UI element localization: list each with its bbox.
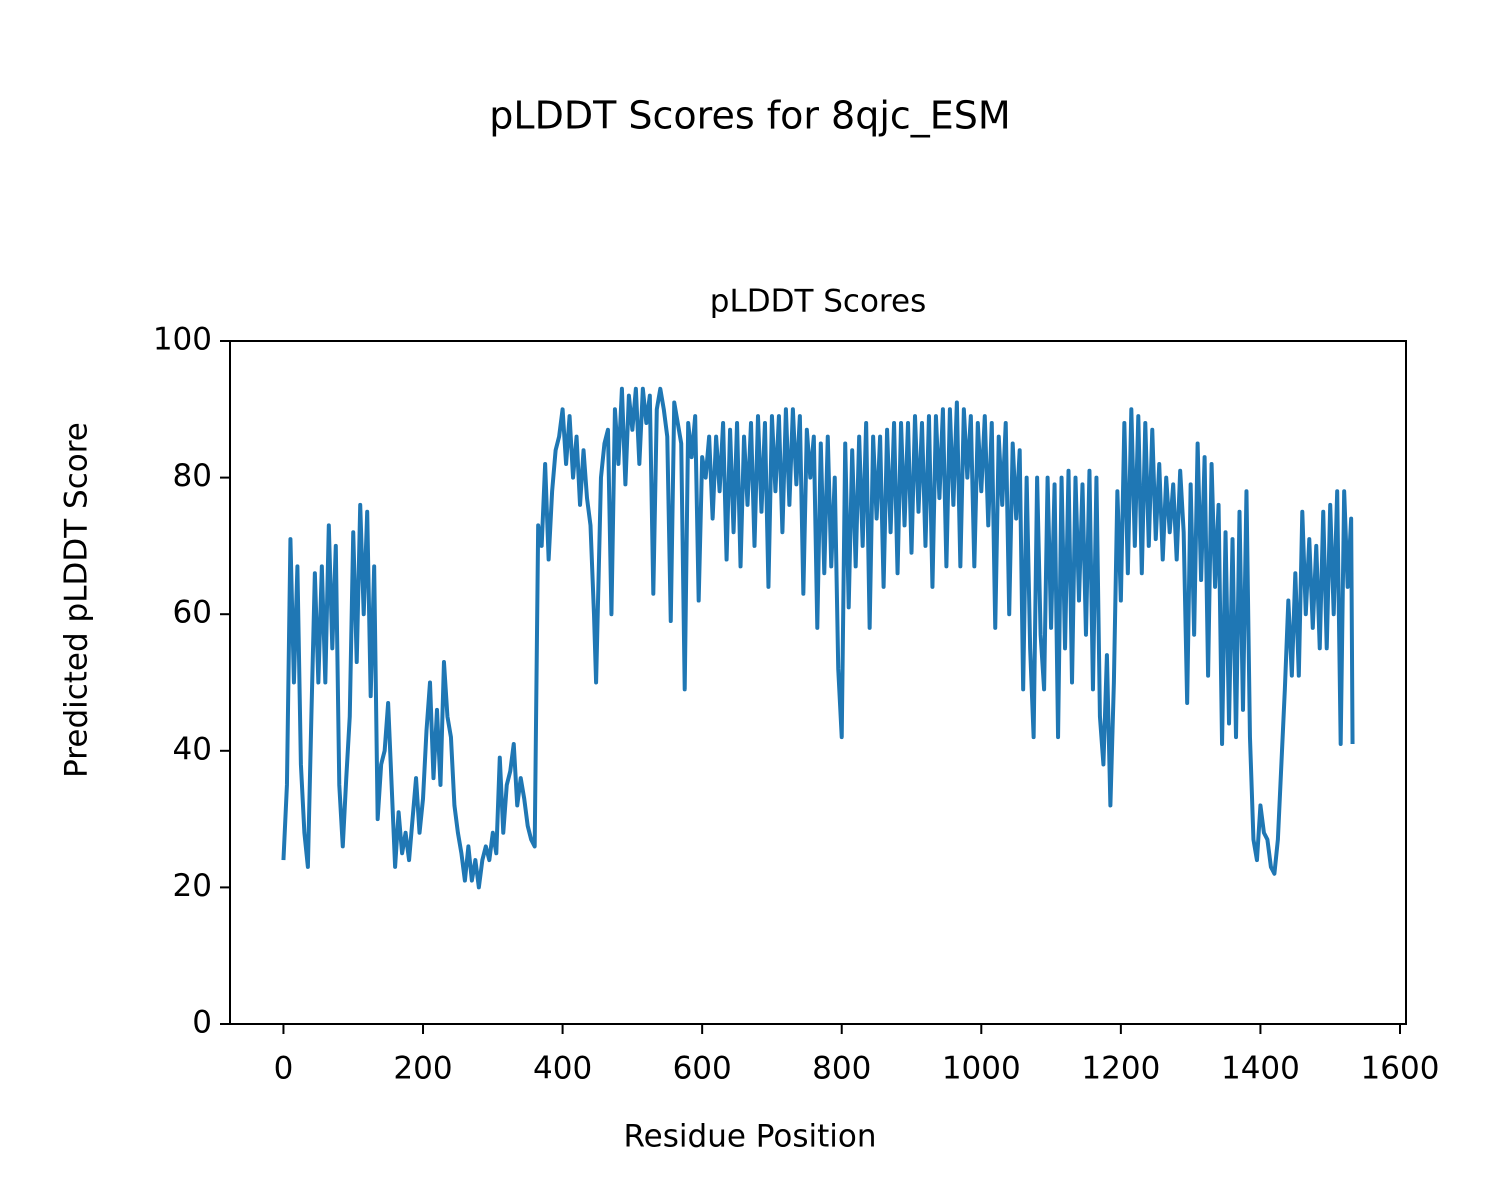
score-line [281,386,1355,890]
y-axis-label: Predicted pLDDT Score [59,422,95,778]
x-tick-label: 1600 [1361,1051,1440,1087]
y-tick-label: 80 [173,458,212,494]
x-tick-label: 800 [812,1051,871,1087]
plot-frame [229,340,1407,1025]
chart-subtitle: pLDDT Scores [710,284,926,320]
x-axis-label: Residue Position [624,1119,877,1155]
x-tick-label: 1400 [1221,1051,1300,1087]
x-tick-label: 0 [274,1051,294,1087]
x-tick-label: 1200 [1081,1051,1160,1087]
x-tick-label: 600 [673,1051,732,1087]
x-tick-label: 1000 [942,1051,1021,1087]
y-tick-label: 20 [173,868,212,904]
x-tick-label: 200 [393,1051,452,1087]
y-tick-label: 60 [173,595,212,631]
y-tick-label: 0 [192,1005,212,1041]
x-tick-label: 400 [533,1051,592,1087]
y-tick-label: 40 [173,731,212,767]
y-tick-label: 100 [153,322,212,358]
chart-title: pLDDT Scores for 8qjc_ESM [489,94,1010,138]
